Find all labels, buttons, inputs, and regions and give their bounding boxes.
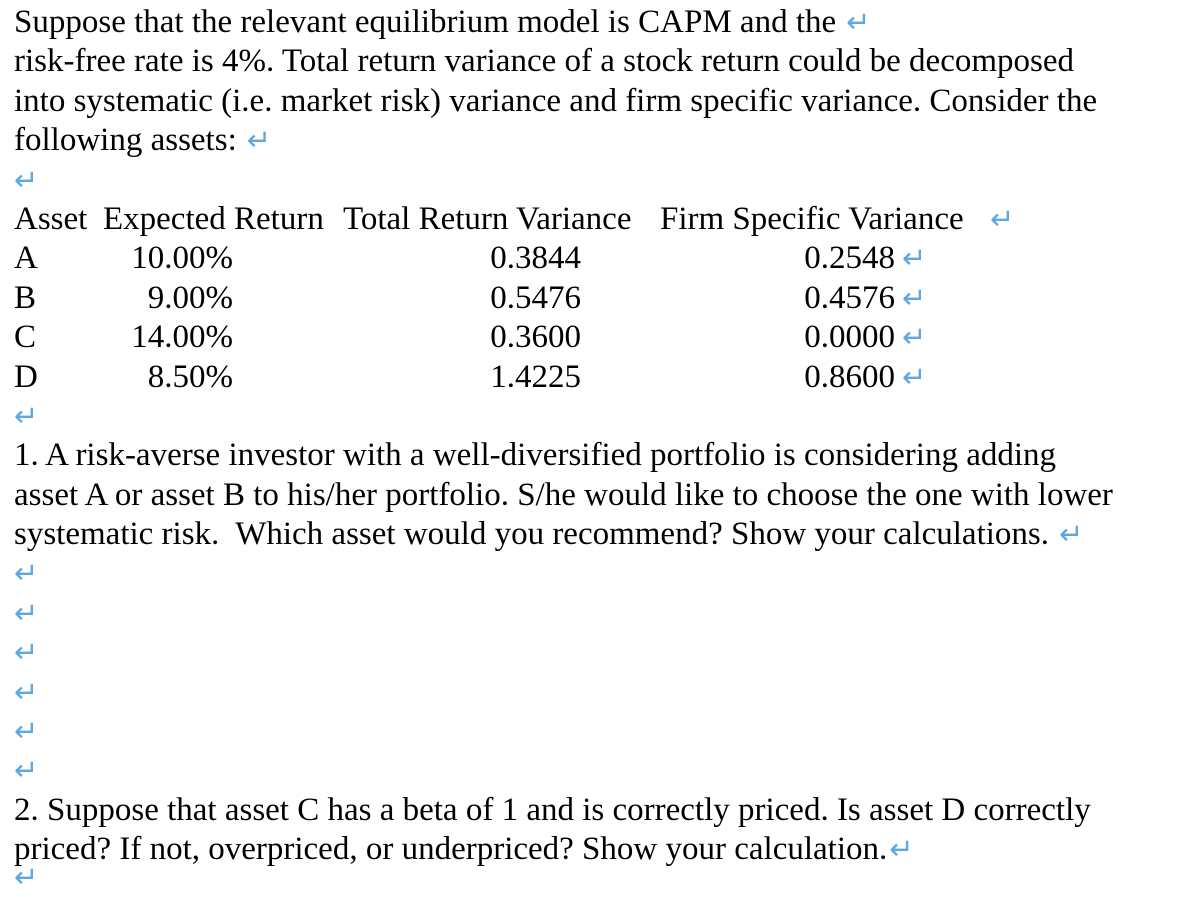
text-line: following assets: ↵	[14, 121, 1182, 160]
text-line: Suppose that the relevant equilibrium mo…	[14, 3, 1182, 42]
table-header-row: Asset Expected Return Total Return Varianc…	[14, 200, 1182, 239]
paragraph-return-icon: ↵	[14, 714, 39, 749]
text-line: 1. A risk-averse investor with a well-di…	[14, 436, 1182, 475]
paragraph-return-icon: ↵	[14, 162, 39, 197]
firm-specific-variance-cell: 0.4576	[804, 279, 895, 316]
expected-return-cell: 8.50%	[147, 358, 233, 395]
paragraph-return-icon: ↵	[902, 241, 927, 276]
blank-line: ↵	[14, 633, 1182, 672]
total-return-variance-cell: 1.4225	[490, 358, 581, 395]
blank-line: ↵	[14, 397, 1182, 436]
paragraph-return-icon: ↵	[902, 320, 927, 355]
paragraph-return-icon: ↵	[1059, 517, 1084, 552]
column-header: Total Return Variance	[343, 200, 632, 237]
expected-return-cell: 9.00%	[147, 279, 233, 316]
paragraph-return-icon: ↵	[902, 280, 927, 315]
line-text: risk-free rate is 4%. Total return varia…	[14, 43, 1074, 80]
line-text: following assets:	[14, 122, 237, 159]
table-row: C 14.00% 0.3600 0.0000 ↵	[14, 318, 1182, 357]
blank-line: ↵	[14, 858, 1182, 897]
expected-return-cell: 10.00%	[131, 240, 233, 277]
blank-line: ↵	[14, 751, 1182, 790]
line-text: Suppose that the relevant equilibrium mo…	[14, 4, 837, 40]
line-text: 1. A risk-averse investor with a well-di…	[14, 437, 1057, 474]
firm-specific-variance-cell: 0.0000	[804, 319, 895, 356]
text-line: systematic risk. Which asset would you r…	[14, 515, 1182, 554]
paragraph-return-icon: ↵	[14, 859, 39, 894]
asset-cell: A	[14, 240, 38, 277]
blank-line: ↵	[14, 673, 1182, 712]
text-line: 2. Suppose that asset C has a beta of 1 …	[14, 791, 1182, 830]
blank-line: ↵	[14, 712, 1182, 751]
expected-return-cell: 14.00%	[131, 319, 233, 356]
paragraph-return-icon: ↵	[14, 595, 39, 630]
column-header: Firm Specific Variance	[660, 200, 964, 237]
paragraph-return-icon: ↵	[14, 635, 39, 670]
total-return-variance-cell: 0.3600	[490, 319, 581, 356]
text-line: priced? If not, overpriced, or underpric…	[14, 830, 1182, 869]
paragraph-return-icon: ↵	[14, 753, 39, 788]
text-line: asset A or asset B to his/her portfolio.…	[14, 476, 1182, 515]
text-line: into systematic (i.e. market risk) varia…	[14, 82, 1182, 121]
column-header: Expected Return	[103, 200, 324, 237]
paragraph-return-icon: ↵	[14, 556, 39, 591]
table-row: D 8.50% 1.4225 0.8600 ↵	[14, 358, 1182, 397]
text-line: risk-free rate is 4%. Total return varia…	[14, 42, 1182, 81]
column-header: Asset	[14, 200, 88, 237]
blank-line: ↵	[14, 554, 1182, 593]
paragraph-return-icon: ↵	[14, 398, 39, 433]
asset-cell: B	[14, 279, 37, 316]
paragraph-return-icon: ↵	[990, 201, 1015, 236]
asset-cell: C	[14, 319, 37, 356]
line-text: priced? If not, overpriced, or underpric…	[14, 831, 888, 868]
paragraph-return-icon: ↵	[846, 5, 871, 39]
total-return-variance-cell: 0.3844	[490, 240, 581, 277]
blank-line: ↵	[14, 594, 1182, 633]
paragraph-return-icon: ↵	[14, 674, 39, 709]
table-row: A 10.00% 0.3844 0.2548 ↵	[14, 239, 1182, 278]
line-text: 2. Suppose that asset C has a beta of 1 …	[14, 791, 1091, 828]
paragraph-return-icon: ↵	[246, 123, 272, 158]
line-text: systematic risk. Which asset would you r…	[14, 516, 1050, 553]
paragraph-return-icon: ↵	[889, 832, 914, 867]
line-text: asset A or asset B to his/her portfolio.…	[14, 476, 1113, 513]
firm-specific-variance-cell: 0.2548	[804, 240, 895, 277]
line-text: into systematic (i.e. market risk) varia…	[14, 82, 1098, 119]
blank-line: ↵	[14, 161, 1182, 200]
firm-specific-variance-cell: 0.8600	[804, 358, 895, 395]
paragraph-return-icon: ↵	[902, 359, 927, 394]
asset-cell: D	[14, 358, 38, 395]
table-row: B 9.00% 0.5476 0.4576 ↵	[14, 279, 1182, 318]
total-return-variance-cell: 0.5476	[490, 279, 581, 316]
